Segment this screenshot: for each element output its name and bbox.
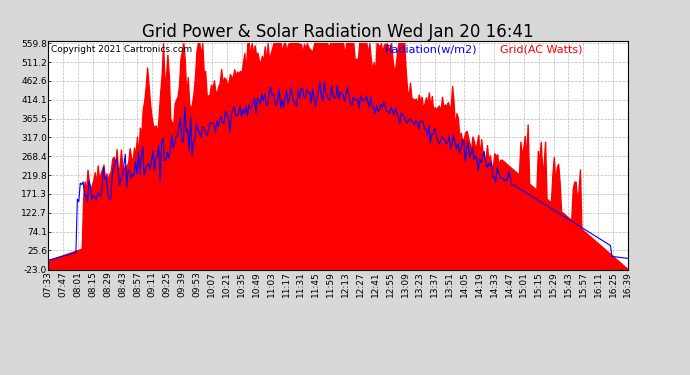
Text: Grid(AC Watts): Grid(AC Watts): [500, 45, 583, 55]
Text: Copyright 2021 Cartronics.com: Copyright 2021 Cartronics.com: [51, 45, 193, 54]
Title: Grid Power & Solar Radiation Wed Jan 20 16:41: Grid Power & Solar Radiation Wed Jan 20 …: [142, 23, 534, 41]
Text: Radiation(w/m2): Radiation(w/m2): [384, 45, 477, 55]
